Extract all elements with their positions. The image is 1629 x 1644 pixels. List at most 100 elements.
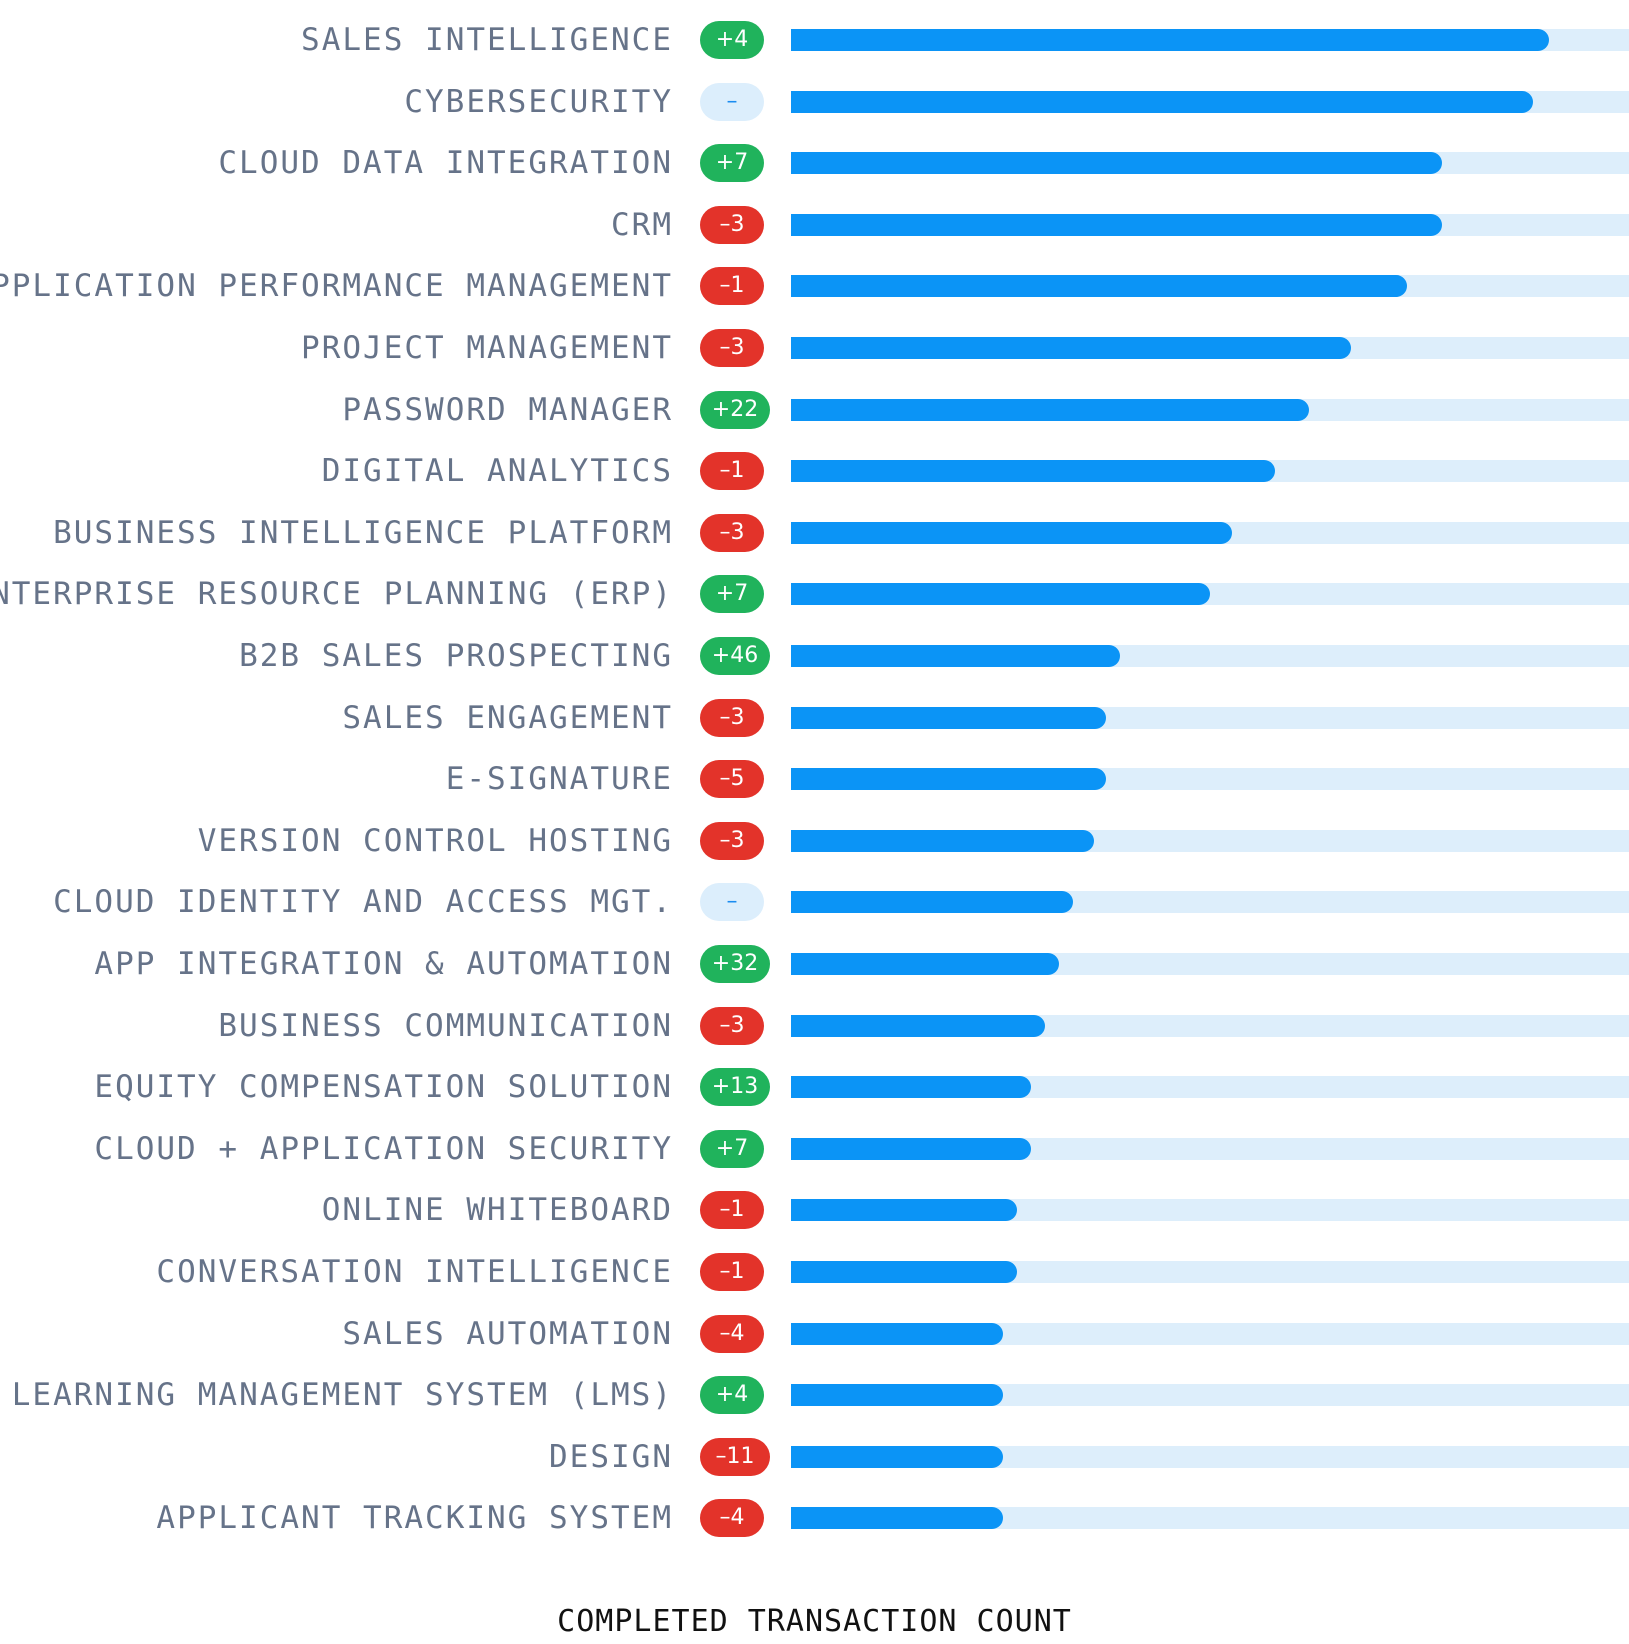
bar-track — [791, 460, 1629, 483]
bar-track — [791, 1261, 1629, 1283]
bar — [791, 521, 1232, 544]
bar — [791, 1014, 1045, 1037]
bar-row: SALES ENGAGEMENT –3 — [0, 690, 1629, 746]
rank-change-badge: –4 — [700, 1314, 764, 1353]
category-label: B2B SALES PROSPECTING — [239, 638, 673, 674]
bar — [791, 1445, 1003, 1468]
bar-row: CLOUD + APPLICATION SECURITY +7 — [0, 1121, 1629, 1177]
bar-track — [791, 1137, 1629, 1160]
bar — [791, 1261, 1017, 1283]
bar-track — [791, 521, 1629, 544]
bar-track — [791, 829, 1629, 852]
bar — [791, 1199, 1017, 1222]
bar-row: APPLICANT TRACKING SYSTEM –4 — [0, 1490, 1629, 1546]
rank-change-badge: – — [700, 82, 764, 121]
bar — [791, 768, 1106, 791]
bar-row: ENTERPRISE RESOURCE PLANNING (ERP) +7 — [0, 566, 1629, 622]
category-label: CRM — [611, 206, 673, 243]
bar-row: ONLINE WHITEBOARD –1 — [0, 1182, 1629, 1238]
rank-change-badge: +13 — [700, 1068, 770, 1107]
bar — [791, 29, 1549, 51]
category-label: SALES INTELLIGENCE — [301, 22, 673, 58]
rank-change-badge: –1 — [700, 1191, 764, 1230]
bar-track — [791, 645, 1629, 667]
bar-track — [791, 953, 1629, 975]
bar-row: B2B SALES PROSPECTING +46 — [0, 628, 1629, 684]
bar — [791, 1384, 1003, 1407]
category-label: SALES ENGAGEMENT — [342, 699, 673, 736]
rank-change-badge: –3 — [700, 1006, 764, 1045]
bar-row: APP INTEGRATION & AUTOMATION +32 — [0, 936, 1629, 992]
bar — [791, 1507, 1003, 1530]
bar-track — [791, 1199, 1629, 1222]
bar — [791, 152, 1442, 175]
bar-row: BUSINESS COMMUNICATION –3 — [0, 998, 1629, 1054]
category-label: DESIGN — [549, 1438, 673, 1475]
bar-track — [791, 90, 1629, 113]
bar-track — [791, 1322, 1629, 1345]
rank-change-badge: –3 — [700, 698, 764, 737]
bar-track — [791, 275, 1629, 298]
bar-row: CLOUD IDENTITY AND ACCESS MGT. – — [0, 874, 1629, 930]
category-label: SALES AUTOMATION — [342, 1315, 673, 1352]
bar-row: VERSION CONTROL HOSTING –3 — [0, 813, 1629, 869]
bar — [791, 398, 1309, 421]
rank-change-badge: –4 — [700, 1499, 764, 1538]
category-label: PROJECT MANAGEMENT — [301, 330, 673, 366]
bar-row: BUSINESS INTELLIGENCE PLATFORM –3 — [0, 505, 1629, 561]
bar — [791, 1137, 1031, 1160]
category-label: ONLINE WHITEBOARD — [321, 1192, 673, 1229]
category-label: E-SIGNATURE — [445, 761, 673, 798]
bar-track — [791, 891, 1629, 914]
bar-row: PROJECT MANAGEMENT –3 — [0, 320, 1629, 376]
bar — [791, 213, 1442, 236]
bar-row: LEARNING MANAGEMENT SYSTEM (LMS) +4 — [0, 1367, 1629, 1423]
bar-row: CRM –3 — [0, 197, 1629, 253]
category-label: ENTERPRISE RESOURCE PLANNING (ERP) — [0, 576, 673, 613]
category-label: CLOUD DATA INTEGRATION — [218, 145, 673, 182]
bar — [791, 1322, 1003, 1345]
bar-row: CYBERSECURITY – — [0, 74, 1629, 130]
bar-track — [791, 337, 1629, 359]
bar-track — [791, 152, 1629, 175]
bar — [791, 90, 1533, 113]
rank-change-badge: –11 — [700, 1437, 770, 1476]
rank-change-badge: –3 — [700, 205, 764, 244]
bar — [791, 891, 1073, 914]
rank-change-badge: –3 — [700, 329, 764, 367]
bar-row: DESIGN –11 — [0, 1429, 1629, 1485]
bar — [791, 337, 1351, 359]
bar — [791, 583, 1210, 606]
category-label: LEARNING MANAGEMENT SYSTEM (LMS) — [11, 1377, 673, 1414]
bar-row: E-SIGNATURE –5 — [0, 751, 1629, 807]
bar-row: CLOUD DATA INTEGRATION +7 — [0, 135, 1629, 191]
rank-change-badge: +7 — [700, 1129, 764, 1168]
category-label: CLOUD IDENTITY AND ACCESS MGT. — [53, 884, 673, 921]
category-label: VERSION CONTROL HOSTING — [197, 822, 673, 859]
bar-track — [791, 398, 1629, 421]
category-label: APP INTEGRATION & AUTOMATION — [94, 946, 673, 982]
rank-change-badge: +4 — [700, 1376, 764, 1415]
category-label: PASSWORD MANAGER — [342, 391, 673, 428]
category-label: APPLICANT TRACKING SYSTEM — [156, 1500, 673, 1537]
bar-track — [791, 706, 1629, 729]
bar-row: PASSWORD MANAGER +22 — [0, 382, 1629, 438]
bar-track — [791, 1014, 1629, 1037]
bar-track — [791, 1384, 1629, 1407]
bar — [791, 706, 1106, 729]
bar — [791, 645, 1120, 667]
rank-change-badge: +4 — [700, 21, 764, 59]
bar-row: CONVERSATION INTELLIGENCE –1 — [0, 1244, 1629, 1300]
bar-row: EQUITY COMPENSATION SOLUTION +13 — [0, 1059, 1629, 1115]
bar-row: APPLICATION PERFORMANCE MANAGEMENT –1 — [0, 258, 1629, 314]
rank-change-badge: –5 — [700, 760, 764, 799]
rank-change-badge: – — [700, 883, 764, 922]
category-label: APPLICATION PERFORMANCE MANAGEMENT — [0, 268, 673, 305]
rank-change-badge: +7 — [700, 575, 764, 614]
category-label: EQUITY COMPENSATION SOLUTION — [94, 1069, 673, 1106]
category-label: DIGITAL ANALYTICS — [321, 453, 673, 490]
bar-track — [791, 213, 1629, 236]
category-label: CONVERSATION INTELLIGENCE — [156, 1254, 673, 1290]
bar-track — [791, 1507, 1629, 1530]
rank-change-badge: –1 — [700, 1253, 764, 1291]
